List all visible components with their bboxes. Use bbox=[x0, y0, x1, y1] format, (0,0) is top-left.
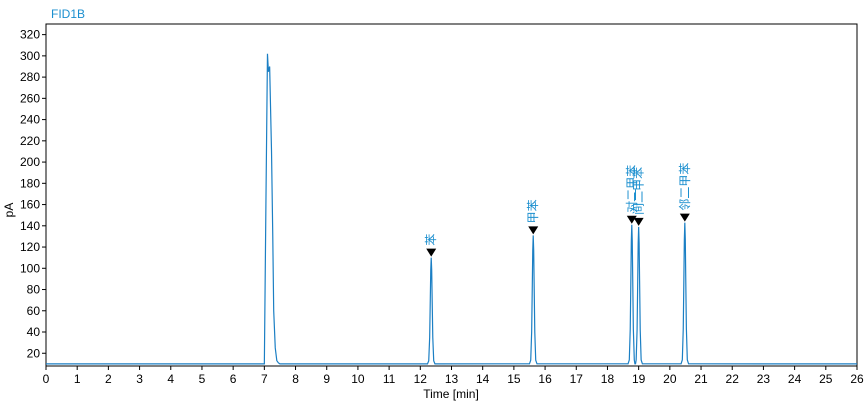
x-tick-label: 5 bbox=[199, 372, 206, 386]
chromatogram-trace bbox=[46, 53, 858, 365]
y-tick-label: 80 bbox=[27, 283, 41, 297]
y-axis: 20 40 60 80 100 120 140 160 180 200 220 240 260 280 30… bbox=[20, 28, 46, 360]
x-tick-label: 26 bbox=[850, 372, 864, 386]
y-tick-label: 220 bbox=[20, 134, 40, 148]
x-tick-label: 16 bbox=[538, 372, 552, 386]
x-tick-label: 2 bbox=[105, 372, 112, 386]
x-tick-label: 25 bbox=[819, 372, 833, 386]
x-tick-label: 0 bbox=[43, 372, 50, 386]
peak-label: 甲苯 bbox=[526, 199, 540, 223]
x-axis-label: Time [min] bbox=[423, 387, 479, 401]
x-tick-label: 9 bbox=[323, 372, 330, 386]
x-tick-label: 7 bbox=[261, 372, 268, 386]
x-tick-label: 19 bbox=[632, 372, 646, 386]
peak-marker bbox=[679, 213, 690, 222]
x-tick-label: 15 bbox=[507, 372, 521, 386]
x-axis: 0 1 2 3 4 5 6 7 8 9 10 11 12 13 14 15 16 17 18 19 20 21 22 23 24… bbox=[43, 366, 864, 386]
y-tick-label: 200 bbox=[20, 155, 40, 169]
chart-title: FID1B bbox=[51, 7, 85, 21]
peak-label: 对二甲苯 bbox=[625, 165, 639, 213]
x-tick-label: 12 bbox=[414, 372, 428, 386]
x-tick-label: 4 bbox=[167, 372, 174, 386]
y-tick-label: 240 bbox=[20, 113, 40, 127]
x-tick-label: 1 bbox=[74, 372, 81, 386]
x-tick-label: 13 bbox=[445, 372, 459, 386]
x-tick-label: 8 bbox=[292, 372, 299, 386]
y-tick-label: 60 bbox=[27, 304, 41, 318]
peak-label: 苯 bbox=[424, 234, 438, 246]
peak-label: 间二甲苯 bbox=[632, 167, 646, 215]
y-tick-label: 300 bbox=[20, 49, 40, 63]
x-tick-label: 6 bbox=[230, 372, 237, 386]
y-tick-label: 100 bbox=[20, 261, 40, 275]
y-tick-label: 120 bbox=[20, 240, 40, 254]
y-tick-label: 140 bbox=[20, 219, 40, 233]
peak-label: 邻二甲苯 bbox=[678, 163, 692, 211]
x-tick-label: 3 bbox=[136, 372, 143, 386]
x-tick-label: 17 bbox=[570, 372, 584, 386]
x-tick-label: 24 bbox=[788, 372, 802, 386]
y-tick-label: 260 bbox=[20, 91, 40, 105]
plot-area bbox=[46, 53, 858, 365]
x-tick-label: 21 bbox=[694, 372, 708, 386]
y-tick-label: 160 bbox=[20, 198, 40, 212]
x-tick-label: 10 bbox=[351, 372, 365, 386]
peak-marker bbox=[426, 248, 437, 257]
y-tick-label: 180 bbox=[20, 176, 40, 190]
y-axis-label: pA bbox=[2, 203, 16, 218]
peak-marker bbox=[528, 226, 539, 235]
x-tick-label: 11 bbox=[383, 372, 396, 386]
x-tick-label: 20 bbox=[663, 372, 677, 386]
plot-frame bbox=[45, 23, 858, 367]
peak-marker bbox=[626, 215, 637, 224]
x-tick-label: 18 bbox=[601, 372, 615, 386]
y-tick-label: 320 bbox=[20, 28, 40, 42]
peak-marker bbox=[633, 217, 644, 226]
y-tick-label: 280 bbox=[20, 70, 40, 84]
x-tick-label: 14 bbox=[476, 372, 490, 386]
y-tick-label: 20 bbox=[27, 346, 41, 360]
x-tick-label: 23 bbox=[757, 372, 771, 386]
x-tick-label: 22 bbox=[726, 372, 740, 386]
y-tick-label: 40 bbox=[27, 325, 41, 339]
